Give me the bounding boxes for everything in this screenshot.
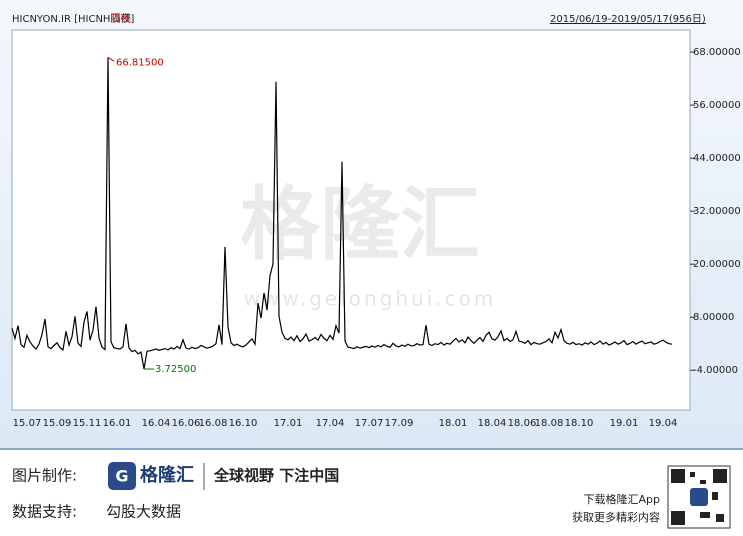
x-tick-label: 15.07 [13, 418, 42, 429]
x-tick-label: 18.04 [478, 418, 507, 429]
made-label: 图片制作: [12, 467, 77, 485]
logo-text: 格隆汇 [140, 464, 194, 486]
x-tick-label: 18.10 [565, 418, 594, 429]
logo-icon [108, 462, 136, 490]
x-tick-label: 15.09 [43, 418, 72, 429]
watermark-logo: 格隆汇 [240, 178, 480, 271]
max-label: 66.81500 [116, 57, 164, 68]
y-tick-label: 32.00000 [693, 206, 741, 217]
y-tick-label: 44.00000 [693, 153, 741, 164]
x-tick-label: 16.01 [103, 418, 132, 429]
x-tick-label: 17.04 [316, 418, 345, 429]
x-tick-label: 18.08 [535, 418, 564, 429]
period: 日线 [111, 12, 131, 25]
x-tick-label: 15.11 [73, 418, 102, 429]
x-tick-label: 19.04 [649, 418, 678, 429]
x-tick-label: 16.08 [199, 418, 228, 429]
data-label: 数据支持: [12, 503, 77, 521]
x-tick-label: 17.07 [355, 418, 384, 429]
date-range: 2015/06/19-2019/05/17(956日) [550, 14, 706, 25]
x-tick-label: 16.04 [142, 418, 171, 429]
x-tick-label: 17.09 [385, 418, 414, 429]
y-tick-label: -4.00000 [693, 365, 738, 376]
x-tick-label: 19.01 [610, 418, 639, 429]
y-tick-label: 56.00000 [693, 100, 741, 111]
x-tick-label: 16.10 [229, 418, 258, 429]
max-leader [107, 56, 115, 62]
logo-mark: G [115, 467, 128, 486]
x-tick-label: 18.06 [508, 418, 537, 429]
y-tick-label: 8.00000 [693, 312, 734, 323]
slogan: 全球视野 下注中国 [213, 467, 339, 485]
symbol: HICNYON.IR [HICNH隔夜] [12, 12, 134, 25]
watermark-url: www.gelonghui.com [244, 287, 497, 311]
data-source: 勾股大数据 [106, 503, 181, 521]
x-tick-label: 17.01 [274, 418, 303, 429]
qr-logo [690, 488, 708, 506]
min-label: 3.72500 [155, 364, 196, 375]
app-line1: 下载格隆汇App [584, 492, 661, 506]
plot-area [11, 29, 691, 411]
y-tick-label: 68.00000 [693, 47, 741, 58]
line [11, 57, 673, 370]
app-line2: 获取更多精彩内容 [572, 510, 660, 524]
y-tick-label: 20.00000 [693, 259, 741, 270]
x-tick-label: 16.06 [172, 418, 201, 429]
x-tick-label: 18.01 [439, 418, 468, 429]
